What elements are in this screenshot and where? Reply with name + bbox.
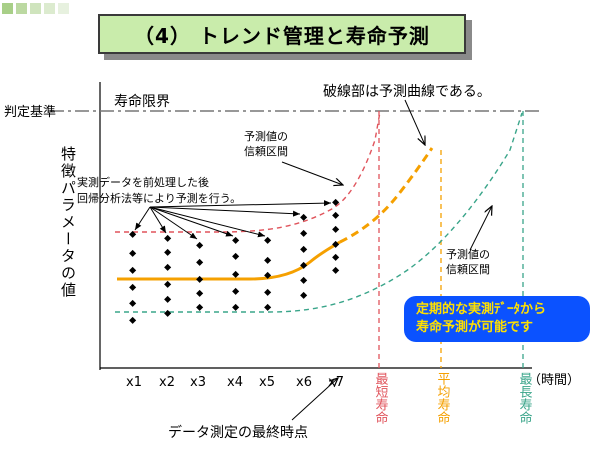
last-measure-note: データ測定の最終時点 <box>168 424 308 441</box>
confidence-lower-line1: 予測値の <box>446 247 490 261</box>
trend-curve-solid <box>117 240 341 281</box>
y-axis-label: 特徴パラメータの値 <box>59 146 77 299</box>
dashed-note: 破線部は予測曲線である。 <box>323 84 491 100</box>
x-tick-x7: x7 <box>328 375 344 390</box>
last-measure-arrow <box>291 378 338 421</box>
confidence-upper-line1: 予測値の <box>244 129 288 143</box>
x-tick-x1: x1 <box>126 375 142 390</box>
decorative-squares <box>0 0 100 16</box>
trend-curve-predicted <box>339 147 434 244</box>
points-x5 <box>264 236 272 311</box>
preprocess-arrows <box>134 200 332 240</box>
points-x6 <box>300 213 308 299</box>
callout-line1: 定期的な実測ﾃﾞｰﾀから <box>416 302 547 317</box>
data-points <box>129 198 340 324</box>
x-tick-x2: x2 <box>159 375 175 390</box>
lower-confidence-curve <box>115 112 523 313</box>
page-title: （4） トレンド管理と寿命予測 <box>98 14 466 54</box>
points-x7 <box>332 198 340 274</box>
life-limit-label: 寿命限界 <box>114 93 170 110</box>
confidence-upper-line2: 信頼区間 <box>244 145 288 158</box>
average-life-label: 平均寿命 <box>435 372 451 424</box>
points-x4 <box>232 236 240 311</box>
x-tick-x6: x6 <box>296 375 312 390</box>
preprocess-note-line1: 実測データを前処理した後 <box>77 175 209 189</box>
lower-confidence-arrow <box>469 206 492 251</box>
confidence-lower-line2: 信頼区間 <box>446 263 490 276</box>
points-x1 <box>129 230 137 324</box>
points-x2 <box>164 234 172 317</box>
dashed-note-arrow <box>404 99 425 145</box>
x-tick-x4: x4 <box>227 375 243 390</box>
upper-confidence-curve <box>115 111 381 233</box>
criterion-label: 判定基準 <box>4 104 56 120</box>
shortest-life-label: 最短寿命 <box>373 372 389 424</box>
x-tick-labels: x1 x2 x3 x4 x5 x6 x7 <box>126 375 344 390</box>
longest-life-label: 最長寿命 <box>517 372 533 424</box>
x-tick-x3: x3 <box>190 375 206 390</box>
x-tick-x5: x5 <box>259 375 275 390</box>
x-axis-unit: （時間） <box>528 373 580 388</box>
preprocess-note-line2: 回帰分析法等により予測を行う。 <box>77 191 241 205</box>
callout-box: 定期的な実測ﾃﾞｰﾀから 寿命予測が可能です <box>404 296 590 342</box>
points-x3 <box>196 241 204 311</box>
callout-line2: 寿命予測が可能です <box>416 320 534 335</box>
upper-confidence-arrow <box>281 161 343 185</box>
